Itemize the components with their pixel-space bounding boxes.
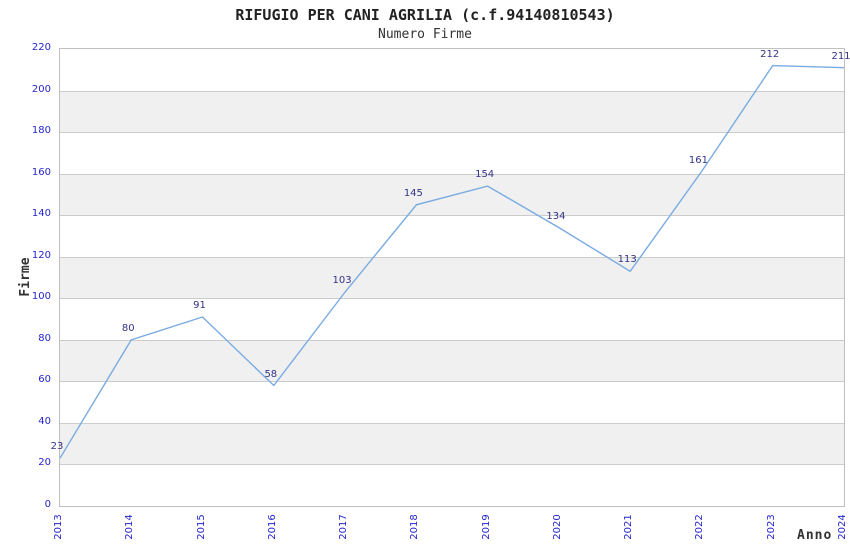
gridline — [60, 298, 844, 300]
y-tick-label: 220 — [31, 42, 51, 53]
gridline — [60, 256, 844, 258]
data-point-label: 23 — [50, 441, 64, 453]
y-tick-label: 200 — [31, 83, 51, 95]
plot-area: 23 80 91 58 103 145 154 134 113 161 212 211 — [51, 48, 850, 507]
y-tick-label: 60 — [38, 374, 51, 386]
data-point-label: 58 — [264, 368, 278, 380]
y-tick-label: 80 — [38, 332, 51, 344]
plot-band — [60, 215, 844, 257]
y-tick-label: 120 — [31, 249, 51, 261]
y-tick-label: 140 — [31, 208, 51, 220]
data-point-label: 154 — [475, 169, 495, 181]
data-point-label: 212 — [760, 48, 780, 60]
data-point-label: 80 — [121, 322, 135, 334]
x-tick-label: 2018 — [409, 514, 421, 540]
data-point-label: 134 — [546, 210, 566, 222]
y-tick-label: 100 — [31, 291, 51, 303]
data-point-label: 161 — [688, 154, 708, 166]
gridline — [60, 173, 844, 175]
plot-band — [60, 381, 844, 423]
gridline — [60, 381, 844, 383]
x-tick-label: 2021 — [623, 514, 635, 540]
gridline — [60, 339, 844, 341]
line-path — [59, 64, 845, 459]
chart-title: RIFUGIO PER CANI AGRILIA (c.f.9414081054… — [235, 6, 615, 24]
data-point-label: 145 — [403, 187, 423, 199]
y-tick-label: 0 — [44, 499, 51, 510]
x-tick-label: 2017 — [338, 514, 350, 540]
x-tick-label: 2016 — [266, 514, 278, 540]
plot-band — [60, 49, 844, 91]
x-axis-title: Anno — [797, 528, 833, 543]
plot-band — [60, 90, 844, 133]
gridline — [60, 215, 844, 217]
data-point-label: 113 — [617, 254, 637, 266]
gridline — [60, 464, 844, 466]
y-tick-label: 20 — [38, 457, 51, 469]
data-point-label: 211 — [831, 50, 850, 62]
gridline — [60, 422, 844, 424]
plot-band — [60, 298, 844, 340]
x-tick-label: 2019 — [480, 514, 492, 540]
plot-band — [60, 173, 844, 216]
line-series — [59, 64, 845, 459]
x-tick-label: 2014 — [124, 514, 136, 540]
x-tick-label: 2024 — [837, 514, 848, 540]
x-tick-label: 2020 — [551, 514, 563, 540]
x-tick-label: 2023 — [765, 514, 777, 540]
plot-band — [60, 422, 844, 465]
plot-band — [60, 256, 844, 299]
plot-band — [60, 464, 844, 506]
y-tick-label: 40 — [38, 415, 51, 427]
x-tick-label: 2022 — [694, 514, 706, 540]
x-tick-label: 2015 — [195, 514, 207, 540]
y-tick-label: 180 — [31, 125, 51, 137]
chart-subtitle: Numero Firme — [378, 27, 472, 42]
data-point-label: 103 — [332, 275, 352, 287]
gridline — [60, 132, 844, 134]
plot-band — [60, 339, 844, 382]
gridline — [60, 90, 844, 92]
x-tick-label: 2013 — [53, 514, 64, 540]
data-point-label: 91 — [193, 299, 206, 311]
y-tick-label: 160 — [31, 166, 51, 178]
